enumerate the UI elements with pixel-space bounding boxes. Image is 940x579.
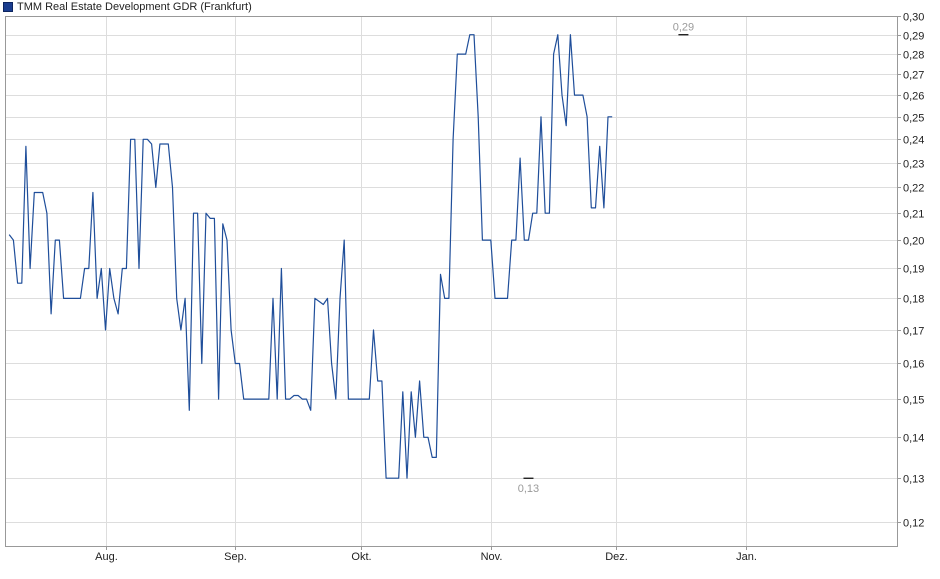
chart-legend: TMM Real Estate Development GDR (Frankfu… bbox=[3, 0, 252, 14]
series-layer bbox=[8, 34, 613, 479]
y-tick-label: 0,15 bbox=[903, 395, 924, 407]
y-tick-label: 0,19 bbox=[903, 264, 924, 276]
y-tick-label: 0,27 bbox=[903, 70, 924, 82]
y-tick-label: 0,22 bbox=[903, 183, 924, 195]
chart-title: TMM Real Estate Development GDR (Frankfu… bbox=[17, 1, 252, 13]
annotation-label: 0,29 bbox=[673, 22, 694, 34]
y-tick-label: 0,26 bbox=[903, 91, 924, 103]
y-tick-label: 0,13 bbox=[903, 474, 924, 486]
grid-layer bbox=[5, 16, 897, 546]
annotation-layer: 0,29 0,13 bbox=[518, 22, 694, 495]
y-tick-label: 0,23 bbox=[903, 159, 924, 171]
legend-swatch bbox=[3, 2, 13, 12]
axis-layer: 0,12 0,13 0,14 0,15 0,16 0,17 0,18 0,19 0,20 0,21… bbox=[5, 12, 924, 563]
y-tick-label: 0,14 bbox=[903, 433, 924, 445]
y-tick-label: 0,29 bbox=[903, 31, 924, 43]
y-tick-label: 0,12 bbox=[903, 518, 924, 530]
x-tick-label: Aug. bbox=[95, 551, 118, 563]
y-tick-label: 0,16 bbox=[903, 359, 924, 371]
x-tick-label: Sep. bbox=[224, 551, 247, 563]
y-tick-label: 0,21 bbox=[903, 209, 924, 221]
plot-frame bbox=[5, 16, 898, 547]
x-tick-label: Nov. bbox=[481, 551, 503, 563]
x-tick-label: Jan. bbox=[736, 551, 757, 563]
x-tick-label: Dez. bbox=[605, 551, 628, 563]
y-tick-label: 0,30 bbox=[903, 12, 924, 24]
y-tick-label: 0,24 bbox=[903, 135, 924, 147]
y-tick-label: 0,25 bbox=[903, 113, 924, 125]
y-tick-label: 0,20 bbox=[903, 236, 924, 248]
x-tick-label: Okt. bbox=[351, 551, 371, 563]
series-line bbox=[8, 34, 613, 479]
y-tick-label: 0,17 bbox=[903, 326, 924, 338]
y-tick-label: 0,28 bbox=[903, 50, 924, 62]
annotation-label: 0,13 bbox=[518, 483, 539, 495]
y-tick-label: 0,18 bbox=[903, 294, 924, 306]
